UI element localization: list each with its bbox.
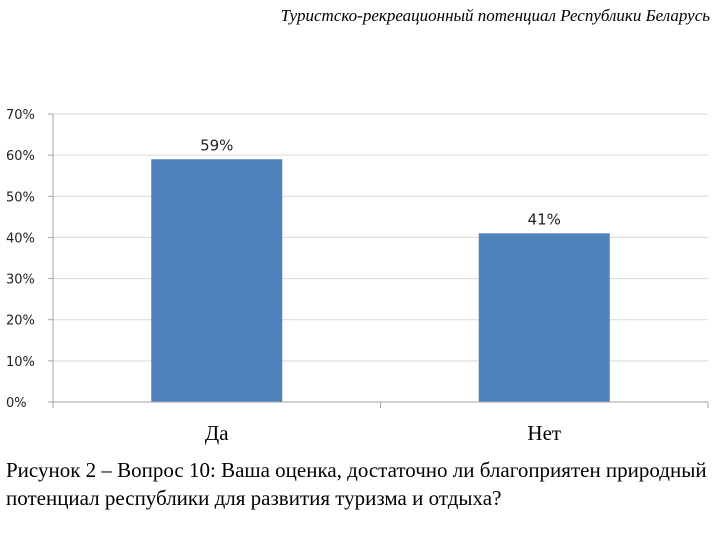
bars bbox=[151, 159, 610, 402]
bar-1 bbox=[151, 159, 283, 402]
axes bbox=[52, 114, 709, 408]
y-tick-label: 40% bbox=[6, 231, 35, 246]
data-label: 59% bbox=[200, 136, 233, 154]
y-tick-label: 30% bbox=[6, 273, 35, 288]
data-label: 41% bbox=[528, 210, 561, 228]
running-header: Туристско-рекреационный потенциал Респуб… bbox=[280, 6, 710, 25]
y-tick-label: 20% bbox=[6, 314, 35, 329]
category-label: Да bbox=[205, 421, 229, 445]
y-tick-label: 50% bbox=[6, 190, 35, 205]
data-labels: 59% 41% bbox=[200, 136, 561, 228]
y-tick-label: 60% bbox=[6, 149, 35, 164]
y-tick-label: 0% bbox=[6, 396, 27, 411]
category-labels: Да Нет bbox=[205, 421, 561, 445]
bar-2 bbox=[478, 233, 610, 402]
y-tick-label: 70% bbox=[6, 108, 35, 123]
category-label: Нет bbox=[527, 421, 561, 445]
bar-chart: 0% 10% 20% 30% 40% 50% 60% 70% 59% 41% Да Нет bbox=[6, 108, 709, 445]
figure-caption: Рисунок 2 – Вопрос 10: Ваша оценка, дост… bbox=[6, 458, 707, 510]
y-tick-label: 10% bbox=[6, 355, 35, 370]
y-axis-tick-labels: 0% 10% 20% 30% 40% 50% 60% 70% bbox=[6, 108, 35, 411]
